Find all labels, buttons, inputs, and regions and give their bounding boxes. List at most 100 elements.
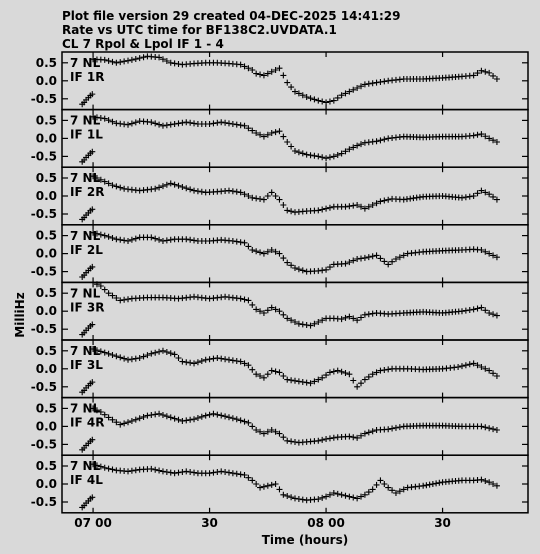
data-point xyxy=(350,144,357,151)
data-point xyxy=(210,410,217,417)
data-point xyxy=(361,254,368,261)
data-point xyxy=(369,310,376,317)
data-point xyxy=(241,122,248,129)
data-point xyxy=(152,185,159,192)
data-point xyxy=(132,355,139,362)
data-point xyxy=(466,307,473,313)
data-point xyxy=(159,122,166,129)
data-point xyxy=(346,433,353,440)
data-point xyxy=(350,315,357,322)
data-point xyxy=(159,412,166,418)
data-point xyxy=(101,286,108,293)
data-point xyxy=(89,494,96,501)
data-point xyxy=(187,359,194,366)
data-point xyxy=(109,352,116,358)
data-point xyxy=(276,369,283,376)
data-point xyxy=(365,489,372,496)
data-point xyxy=(323,436,330,442)
panel-label-if: IF 1L xyxy=(70,128,103,142)
data-point xyxy=(358,314,365,321)
y-tick-label: 0.0 xyxy=(36,131,57,145)
data-point xyxy=(284,207,291,214)
data-point xyxy=(90,405,97,412)
data-point xyxy=(233,470,240,477)
data-point xyxy=(354,202,361,208)
data-point xyxy=(171,181,178,188)
data-point xyxy=(288,494,295,501)
data-point xyxy=(210,120,217,127)
data-point xyxy=(323,266,330,273)
data-point xyxy=(136,415,143,422)
data-point xyxy=(229,238,236,244)
data-point xyxy=(361,311,368,318)
data-point xyxy=(253,70,260,77)
data-point xyxy=(482,68,489,75)
data-point xyxy=(288,208,295,215)
y-tick-label: 0.0 xyxy=(36,247,57,261)
data-point xyxy=(482,365,489,372)
data-point xyxy=(284,437,291,444)
data-point xyxy=(474,70,481,77)
data-point xyxy=(148,412,155,418)
data-point xyxy=(466,193,473,200)
data-point xyxy=(257,484,264,491)
data-point xyxy=(299,150,306,157)
data-point xyxy=(175,182,182,189)
data-point xyxy=(163,181,170,188)
data-point xyxy=(249,247,256,253)
data-point xyxy=(319,436,326,443)
data-point xyxy=(420,482,427,489)
data-point xyxy=(334,490,341,497)
data-point xyxy=(490,137,497,144)
data-point xyxy=(90,229,97,236)
data-point xyxy=(90,461,97,468)
data-point xyxy=(117,297,124,304)
data-point xyxy=(253,427,260,433)
data-point xyxy=(299,496,306,503)
data-point xyxy=(257,71,264,78)
data-point xyxy=(97,231,104,238)
data-point xyxy=(490,193,497,200)
data-point xyxy=(163,237,170,244)
data-point xyxy=(97,348,104,355)
data-point xyxy=(167,469,174,476)
data-point xyxy=(272,368,279,375)
data-point xyxy=(152,235,159,242)
data-point xyxy=(101,232,108,239)
y-axis-label: MilliHz xyxy=(13,292,27,337)
data-point xyxy=(490,370,497,377)
data-point xyxy=(369,202,376,208)
data-point xyxy=(175,120,182,127)
data-point xyxy=(334,151,341,158)
data-point xyxy=(187,416,194,423)
data-point xyxy=(365,203,372,210)
data-point xyxy=(311,378,318,385)
data-point xyxy=(167,59,174,66)
data-point xyxy=(245,297,252,304)
data-point xyxy=(490,252,497,259)
data-point xyxy=(350,202,357,209)
data-point xyxy=(358,432,365,439)
data-point xyxy=(373,252,380,259)
y-tick-label: 0.5 xyxy=(36,113,57,127)
data-point xyxy=(264,248,271,255)
data-point xyxy=(354,317,361,324)
data-point xyxy=(159,238,166,244)
data-point xyxy=(253,306,260,313)
y-tick-label: -0.5 xyxy=(31,495,57,509)
data-point xyxy=(156,121,163,128)
data-point xyxy=(346,313,353,320)
data-point xyxy=(93,462,100,469)
data-point xyxy=(264,482,271,489)
data-point xyxy=(315,207,322,214)
data-point xyxy=(381,367,388,373)
data-point xyxy=(210,355,217,362)
data-point xyxy=(109,58,116,65)
data-point xyxy=(93,281,100,288)
data-point xyxy=(295,266,302,273)
data-point xyxy=(381,78,388,85)
data-point xyxy=(346,493,353,500)
data-point xyxy=(159,347,166,354)
